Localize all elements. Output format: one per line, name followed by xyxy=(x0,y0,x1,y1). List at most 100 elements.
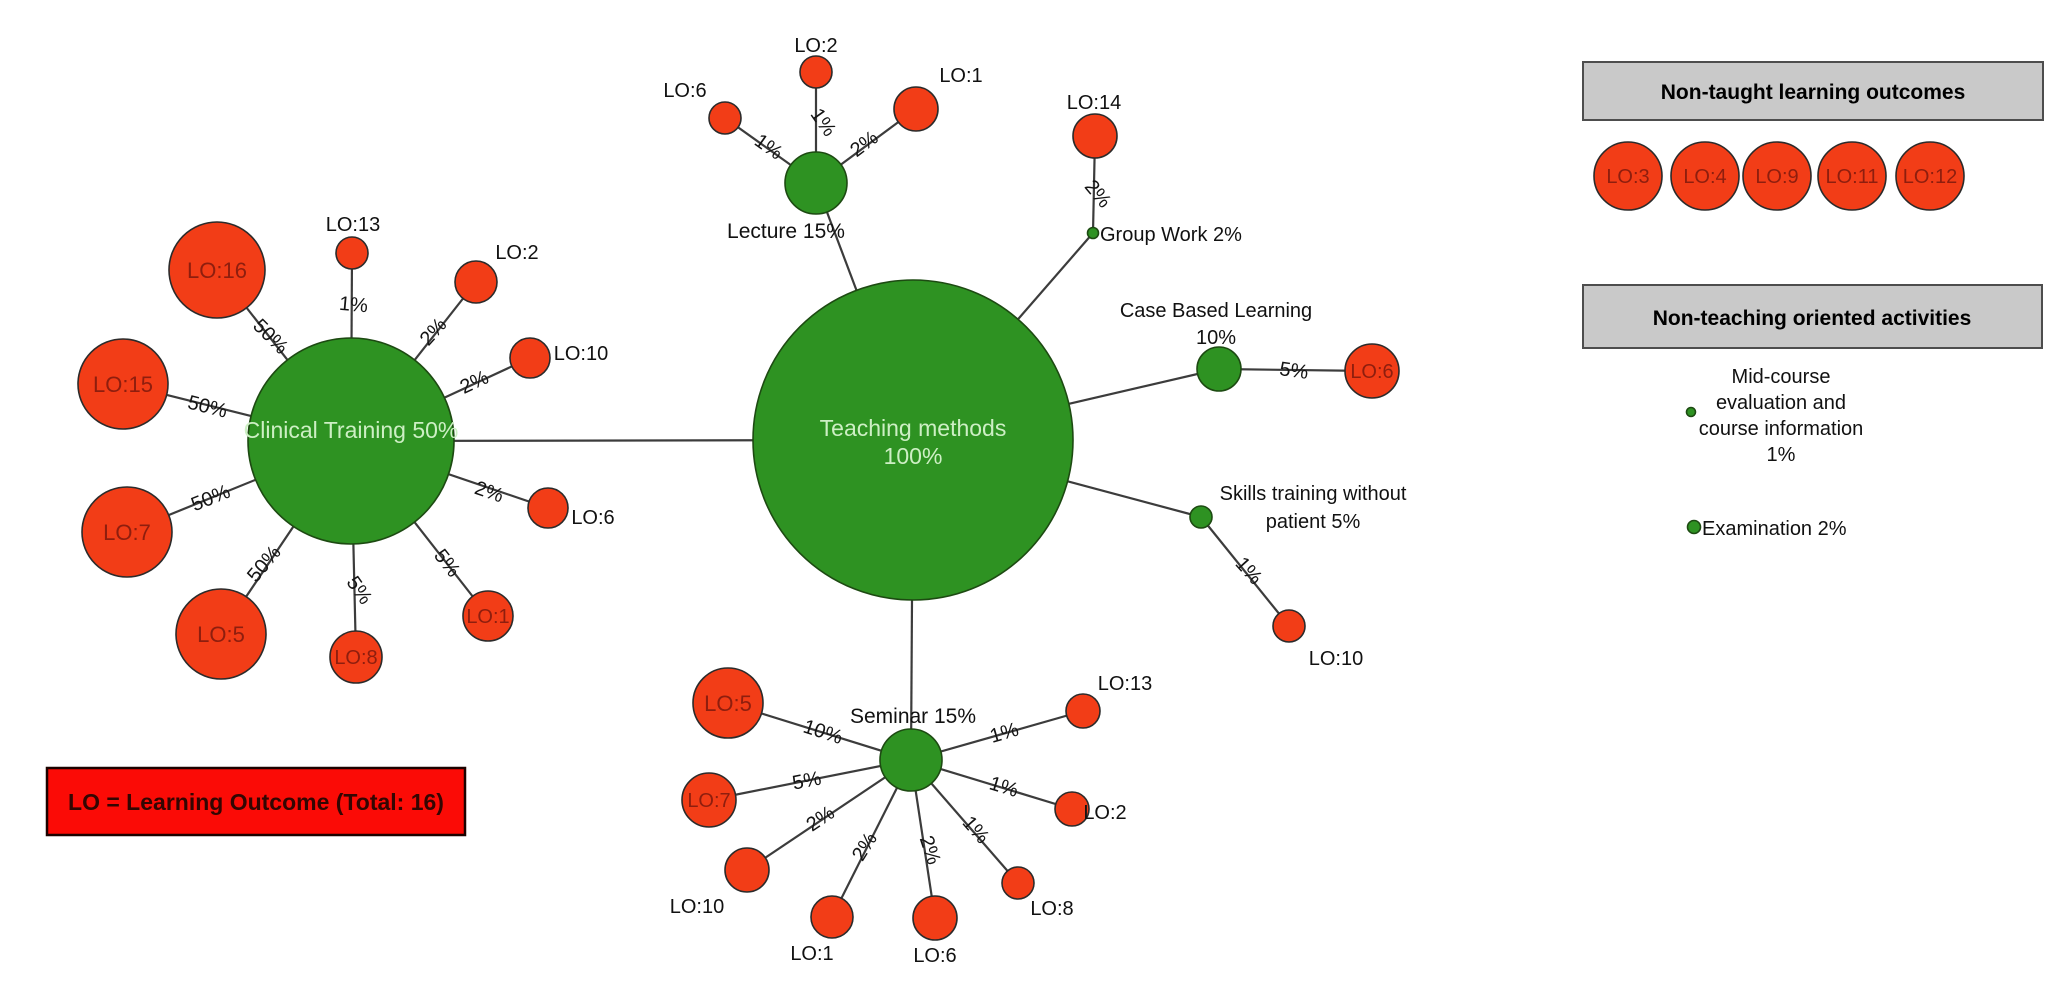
learning-outcome-note-box xyxy=(45,766,467,837)
node-seminar-lo8 xyxy=(1001,866,1035,900)
pct-lecture-lo2: 1% xyxy=(806,104,841,140)
group-work-label: Group Work 2% xyxy=(1100,224,1242,246)
pct-clinical-lo10: 2% xyxy=(457,366,493,398)
seminar-lo10-label: LO:10 xyxy=(670,896,724,918)
node-seminar-lo13 xyxy=(1065,693,1101,729)
seminar-lo6-label: LO:6 xyxy=(913,945,956,967)
node-clinical-lo15 xyxy=(77,338,169,430)
nontaught-lo3-label: LO:3 xyxy=(1606,166,1649,188)
node-clinical-lo1 xyxy=(462,590,514,642)
pct-seminar-lo7: 5% xyxy=(791,768,824,795)
node-skills-lo10 xyxy=(1272,609,1306,643)
nontaught-lo12-label: LO:12 xyxy=(1903,166,1957,188)
learning-outcome-note-text: LO = Learning Outcome (Total: 16) xyxy=(68,789,444,815)
skills-label-line1: Skills training without xyxy=(1220,483,1407,505)
clinical-lo1-inside-label: LO:1 xyxy=(466,606,509,628)
lecture-label: Lecture 15% xyxy=(727,220,845,243)
node-clinical-lo7 xyxy=(81,486,173,578)
skills-lo10-label: LO:10 xyxy=(1309,648,1363,670)
node-nontaught-lo11 xyxy=(1817,141,1887,211)
skills-label-line2: patient 5% xyxy=(1266,511,1361,533)
node-clinical-lo8 xyxy=(329,630,383,684)
pct-seminar-lo5: 10% xyxy=(800,716,845,749)
non-taught-panel-title: Non-taught learning outcomes xyxy=(1661,81,1966,104)
midcourse-line1: Mid-course xyxy=(1732,366,1831,388)
lecture-lo2-label: LO:2 xyxy=(794,35,837,57)
node-case-based-learning xyxy=(1196,346,1242,392)
node-clinical-lo6 xyxy=(527,487,569,529)
lecture-lo1-label: LO:1 xyxy=(939,65,982,87)
node-clinical-lo5 xyxy=(175,588,267,680)
node-lecture xyxy=(784,151,848,215)
edge-seminar-lo7 xyxy=(708,758,912,802)
node-group-work xyxy=(1086,226,1100,240)
edge-skills-lo10 xyxy=(1200,516,1290,627)
node-groupwork-lo14 xyxy=(1072,113,1118,159)
node-nontaught-lo3 xyxy=(1593,141,1663,211)
pct-seminar-lo2: 1% xyxy=(987,773,1021,803)
seminar-lo5-inside-label: LO:5 xyxy=(704,691,752,716)
node-nontaught-lo4 xyxy=(1670,141,1740,211)
clinical-lo13-label: LO:13 xyxy=(326,214,380,236)
pct-clinical-lo7: 50% xyxy=(188,481,234,516)
clinical-lo16-inside-label: LO:16 xyxy=(187,258,247,283)
cbl-lo6-inside-label: LO:6 xyxy=(1350,361,1393,383)
pct-cbl-lo6: 5% xyxy=(1278,358,1310,384)
midcourse-line3: course information xyxy=(1699,418,1864,440)
node-seminar-lo6 xyxy=(912,895,958,941)
edge-seminar-lo10 xyxy=(746,759,912,871)
nontaught-lo11-label: LO:11 xyxy=(1826,166,1879,188)
node-examination-dot xyxy=(1686,519,1702,535)
pct-groupwork-lo14: 2% xyxy=(1080,176,1116,212)
pct-clinical-lo6: 2% xyxy=(472,477,507,507)
node-midcourse-dot xyxy=(1685,406,1697,418)
pct-clinical-lo13: 1% xyxy=(338,293,369,317)
pct-clinical-lo15: 50% xyxy=(185,392,229,423)
clinical-lo8-inside-label: LO:8 xyxy=(334,647,377,669)
node-cbl-lo6 xyxy=(1344,343,1400,399)
node-seminar-lo7 xyxy=(681,772,737,828)
node-seminar-lo5 xyxy=(692,667,764,739)
clinical-lo10-label: LO:10 xyxy=(554,343,608,365)
nontaught-lo9-label: LO:9 xyxy=(1755,166,1798,188)
lecture-lo6-label: LO:6 xyxy=(663,80,706,102)
midcourse-line4: 1% xyxy=(1767,444,1796,466)
non-teaching-panel-box xyxy=(1582,284,2043,349)
teaching-methods-value: 100% xyxy=(884,443,943,469)
pct-seminar-lo1: 2% xyxy=(848,829,882,865)
pct-seminar-lo10: 2% xyxy=(803,802,839,837)
pct-seminar-lo8: 1% xyxy=(958,812,994,848)
node-lecture-lo2 xyxy=(799,55,833,89)
node-skills-training xyxy=(1189,505,1213,529)
seminar-lo13-label: LO:13 xyxy=(1098,673,1152,695)
nontaught-lo4-label: LO:4 xyxy=(1683,166,1726,188)
pct-clinical-lo8: 5% xyxy=(342,572,377,608)
pct-seminar-lo13: 1% xyxy=(987,719,1021,748)
clinical-lo2-label: LO:2 xyxy=(495,242,538,264)
pct-clinical-lo16: 50% xyxy=(248,315,292,359)
seminar-lo7-inside-label: LO:7 xyxy=(687,790,730,812)
node-clinical-training xyxy=(247,337,455,545)
midcourse-line2: evaluation and xyxy=(1716,392,1846,414)
node-clinical-lo13 xyxy=(335,236,369,270)
pct-seminar-lo6: 2% xyxy=(915,833,945,867)
seminar-label: Seminar 15% xyxy=(850,705,976,728)
node-clinical-lo16 xyxy=(168,221,266,319)
node-clinical-lo10 xyxy=(509,337,551,379)
node-teaching-methods xyxy=(752,279,1074,601)
pct-skills-lo10: 1% xyxy=(1231,553,1267,589)
clinical-lo15-inside-label: LO:15 xyxy=(93,372,153,397)
clinical-lo7-inside-label: LO:7 xyxy=(103,520,151,545)
non-taught-panel-box xyxy=(1582,61,2044,121)
node-seminar xyxy=(879,728,943,792)
seminar-lo8-label: LO:8 xyxy=(1030,898,1073,920)
node-lecture-lo6 xyxy=(708,101,742,135)
non-teaching-panel-title: Non-teaching oriented activities xyxy=(1653,307,1972,330)
pct-clinical-lo1: 5% xyxy=(429,545,464,581)
examination-label: Examination 2% xyxy=(1702,518,1847,540)
node-nontaught-lo12 xyxy=(1895,141,1965,211)
node-nontaught-lo9 xyxy=(1742,141,1812,211)
cbl-label: Case Based Learning xyxy=(1120,300,1312,322)
seminar-lo1-label: LO:1 xyxy=(790,943,833,965)
